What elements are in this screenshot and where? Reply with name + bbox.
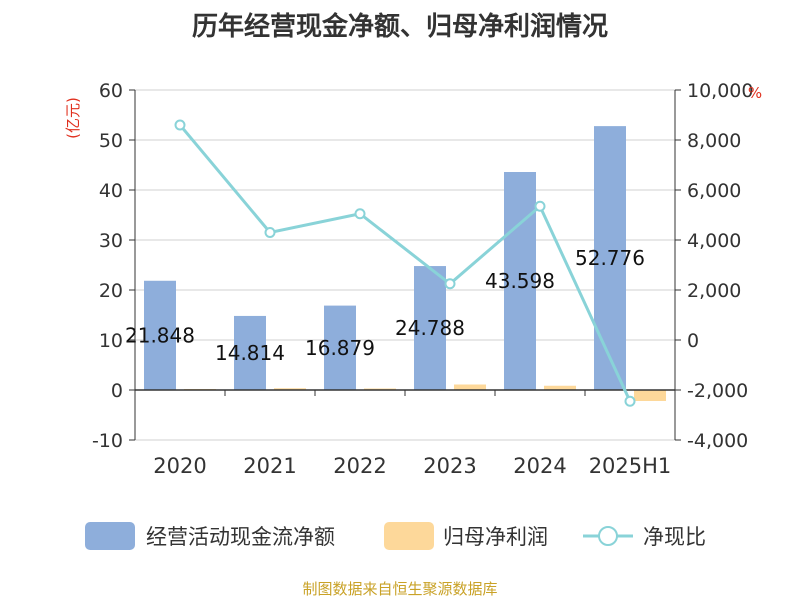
ratio-line bbox=[174, 119, 636, 407]
bar-cashflow bbox=[414, 266, 446, 390]
right-tick-label: 4,000 bbox=[687, 230, 741, 252]
bar-net-profit bbox=[634, 390, 666, 401]
x-tick-label: 2023 bbox=[423, 454, 476, 478]
x-tick-label: 2025H1 bbox=[589, 454, 672, 478]
legend-label-ratio: 净现比 bbox=[643, 525, 706, 549]
bar-value-label: 21.848 bbox=[125, 323, 195, 347]
left-tick-label: 50 bbox=[99, 130, 123, 152]
bar-net-profit bbox=[274, 388, 306, 390]
left-tick-label: 20 bbox=[99, 280, 123, 302]
x-tick-label: 2020 bbox=[153, 454, 206, 478]
right-tick-label: 2,000 bbox=[687, 280, 741, 302]
right-axis-unit: % bbox=[748, 84, 762, 102]
bar-cashflow bbox=[324, 305, 356, 390]
bar-cashflow bbox=[144, 280, 176, 390]
bar-value-label: 52.776 bbox=[575, 246, 645, 270]
bar-cashflow bbox=[504, 172, 536, 390]
legend: 经营活动现金流净额 归母净利润 净现比 bbox=[85, 522, 706, 550]
x-tick-label: 2022 bbox=[333, 454, 386, 478]
chart-title: 历年经营现金净额、归母净利润情况 bbox=[191, 12, 608, 42]
right-tick-label: -4,000 bbox=[687, 430, 748, 452]
right-tick-label: -2,000 bbox=[687, 380, 748, 402]
bar-net-profit bbox=[454, 384, 486, 390]
legend-label-cashflow: 经营活动现金流净额 bbox=[146, 525, 335, 549]
left-tick-label: 10 bbox=[99, 330, 123, 352]
ratio-point bbox=[444, 278, 456, 290]
data-labels: 21.848 14.814 16.879 24.788 43.598 52.776 bbox=[125, 246, 645, 365]
right-tick-label: 0 bbox=[687, 330, 699, 352]
x-tick-label: 2024 bbox=[513, 454, 566, 478]
bar-value-label: 14.814 bbox=[215, 341, 285, 365]
right-tick-label: 8,000 bbox=[687, 130, 741, 152]
bar-value-label: 16.879 bbox=[305, 336, 375, 360]
source-footer: 制图数据来自恒生聚源数据库 bbox=[302, 580, 498, 598]
ratio-polyline bbox=[178, 124, 632, 402]
left-tick-label: 40 bbox=[99, 180, 123, 202]
x-tick-label: 2021 bbox=[243, 454, 296, 478]
right-tick-label: 6,000 bbox=[687, 180, 741, 202]
legend-marker-ratio bbox=[598, 526, 618, 546]
ratio-point bbox=[174, 119, 186, 131]
ratio-point bbox=[534, 200, 546, 212]
bar-net-profit bbox=[544, 385, 576, 390]
bar-cashflow bbox=[594, 126, 626, 391]
left-tick-label: -10 bbox=[92, 430, 123, 452]
bar-cashflow bbox=[234, 315, 266, 390]
legend-label-net-profit: 归母净利润 bbox=[443, 525, 548, 549]
left-tick-label: 30 bbox=[99, 230, 123, 252]
left-axis-unit: (亿元) bbox=[64, 97, 82, 139]
left-tick-label: 0 bbox=[111, 380, 123, 402]
ratio-point bbox=[624, 395, 636, 407]
ratio-point bbox=[354, 208, 366, 220]
legend-swatch-net-profit bbox=[384, 522, 434, 550]
right-tick-label: 10,000 bbox=[687, 80, 753, 102]
bar-value-label: 24.788 bbox=[395, 316, 465, 340]
ratio-point bbox=[264, 227, 276, 238]
legend-swatch-cashflow bbox=[85, 522, 135, 550]
bar-value-label: 43.598 bbox=[485, 269, 555, 293]
bars bbox=[144, 126, 666, 401]
left-tick-label: 60 bbox=[99, 80, 123, 102]
axes: -10 0 10 20 30 40 50 60 -4,000 -2,000 0 2,000 4,000 6… bbox=[92, 80, 754, 478]
